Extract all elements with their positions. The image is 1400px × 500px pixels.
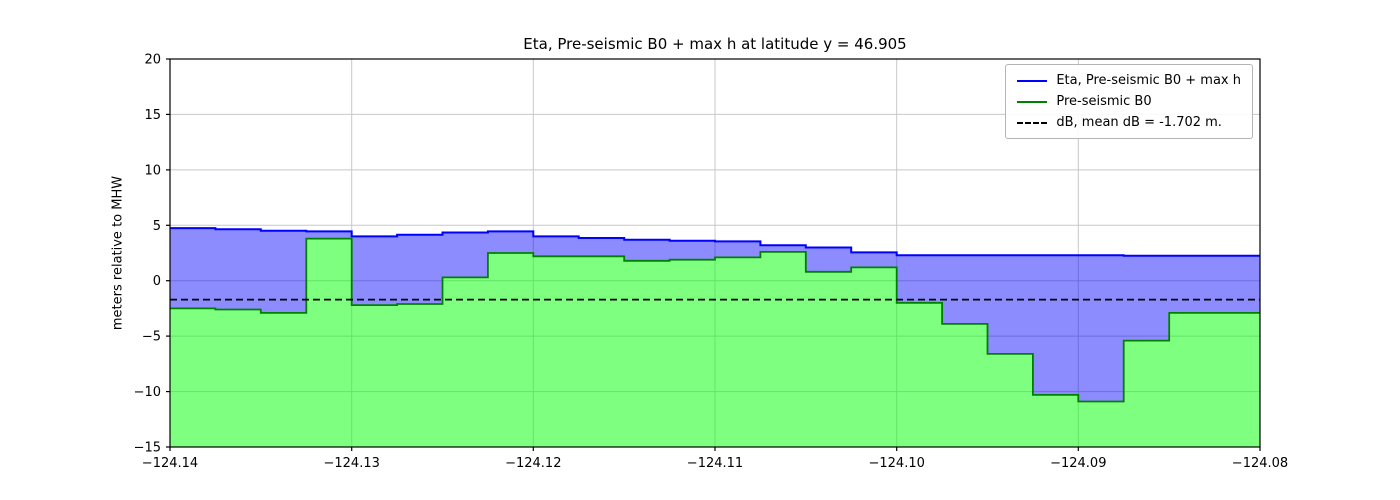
x-tick-label: −124.14: [142, 456, 198, 471]
x-tick-label: −124.10: [869, 456, 925, 471]
y-tick-label: 15: [144, 108, 161, 123]
eta-line: [170, 227, 1260, 257]
y-tick-label: 10: [144, 163, 161, 178]
x-tick-label: −124.11: [687, 456, 743, 471]
legend-label: Pre-seismic B0: [1056, 94, 1152, 109]
y-tick-label: 20: [144, 53, 161, 68]
chart-title: Eta, Pre-seismic B0 + max h at latitude …: [523, 35, 907, 53]
legend-label: Eta, Pre-seismic B0 + max h: [1056, 73, 1241, 88]
legend-line-sample: [1017, 79, 1048, 82]
y-tick-label: −10: [134, 385, 161, 400]
eta-fill-area: [170, 228, 1260, 402]
x-tick-label: −124.13: [324, 456, 380, 471]
legend-label: dB, mean dB = -1.702 m.: [1056, 115, 1222, 130]
y-tick-label: 5: [153, 219, 161, 234]
legend-entry-eta: Eta, Pre-seismic B0 + max h: [1017, 73, 1241, 88]
legend-line-sample: [1017, 100, 1048, 103]
b0-line: [170, 237, 1260, 403]
x-tick-label: −124.09: [1050, 456, 1106, 471]
y-axis-label: meters relative to MHW: [110, 175, 126, 331]
y-tick-label: 0: [153, 274, 161, 289]
x-tick-label: −124.12: [505, 456, 561, 471]
legend-entry-b0: Pre-seismic B0: [1017, 94, 1241, 109]
x-tick-label: −124.08: [1232, 456, 1288, 471]
y-tick-label: −15: [134, 441, 161, 456]
legend-dashed-line-sample: [1017, 121, 1048, 124]
legend: Eta, Pre-seismic B0 + max h Pre-seismic B…: [1005, 64, 1253, 139]
y-tick-label: −5: [142, 330, 161, 345]
legend-entry-dB: dB, mean dB = -1.702 m.: [1017, 115, 1241, 130]
